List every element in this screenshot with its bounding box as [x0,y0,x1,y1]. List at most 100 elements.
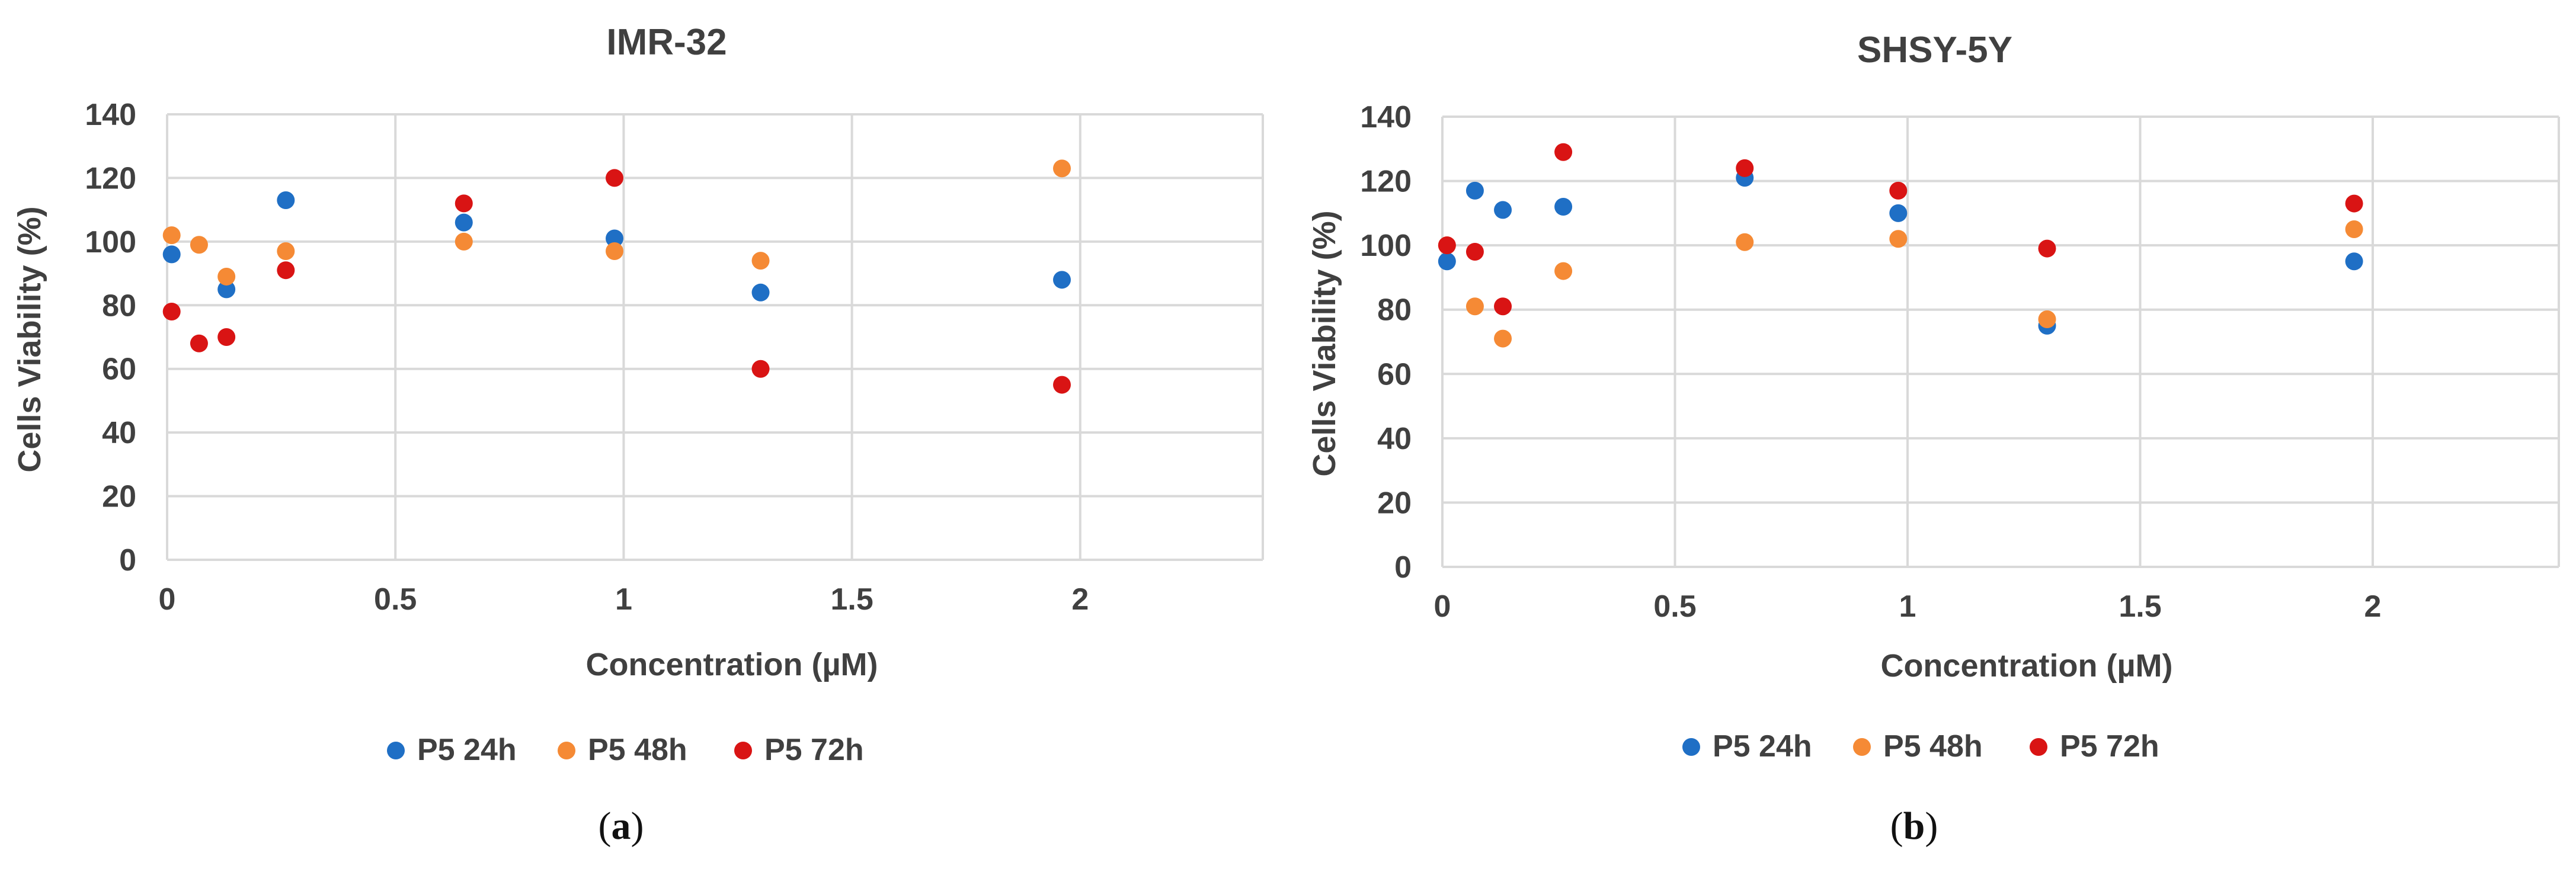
legend-label: P5 24h [1713,729,1812,764]
data-point [751,360,770,378]
data-point [1053,376,1071,394]
y-tick-label: 120 [85,161,136,195]
panel-label-open: ( [1890,804,1903,848]
x-tick-label: 1.5 [830,582,873,617]
x-axis-label: Concentration (µM) [1880,648,2172,684]
data-point [2345,252,2363,271]
chart-title: SHSY-5Y [1857,30,2012,70]
gridlines [1441,116,2560,568]
data-point [1889,230,1908,248]
legend: P5 24h P5 48h P5 72h [1682,729,2159,764]
data-point [2038,310,2056,328]
data-point [455,194,473,213]
y-tick-label: 0 [119,543,136,578]
legend-marker [558,742,575,759]
x-tick-label: 1 [1899,589,1916,624]
data-point [1494,201,1512,219]
gridlines [166,113,1264,561]
data-point [1554,198,1573,216]
legend-marker [1682,738,1700,756]
x-axis-label: Concentration (µM) [585,647,878,682]
data-point [751,283,770,302]
legend-marker [387,742,405,759]
panel-label-letter: a [612,804,631,848]
x-tick-label: 1 [615,582,632,617]
legend-marker [2030,738,2047,756]
y-tick-label: 140 [85,98,136,132]
y-tick-label: 120 [1360,165,1412,199]
data-point [1053,271,1071,289]
x-tick-label: 2 [1071,582,1089,617]
panel-label-open: ( [599,804,612,848]
data-point [217,267,236,286]
panel-label-close: ) [631,804,644,848]
data-point [2038,239,2056,258]
data-point [162,245,181,264]
data-point [190,236,208,254]
data-point [751,252,770,270]
data-point [1465,181,1484,200]
data-point [1889,204,1908,222]
y-tick-label: 40 [102,416,136,450]
y-tick-label: 0 [1394,550,1412,585]
data-point [1465,297,1484,316]
y-tick-label: 20 [102,480,136,514]
y-tick-labels: 0 20 40 60 80 100 120 140 [85,98,136,578]
panel-label: (a) [599,804,644,848]
data-point [1438,252,1456,271]
x-tick-label: 0 [159,582,176,617]
x-tick-label: 0.5 [374,582,417,617]
data-point [217,280,236,299]
data-point [2345,220,2363,238]
scatter-points [1438,143,2363,348]
y-tick-label: 80 [102,288,136,323]
y-tick-label: 80 [1377,293,1412,328]
data-point [606,242,624,260]
data-point [1465,243,1484,261]
x-tick-labels: 0 0.5 1 1.5 2 [159,582,1089,617]
data-point [277,191,295,210]
data-point [1494,297,1512,316]
data-point [606,229,624,248]
y-tick-label: 20 [1377,486,1412,520]
panel-label: (b) [1890,804,1938,848]
legend-label: P5 72h [2060,729,2159,764]
data-point [1053,159,1071,178]
y-axis-label: Cells Viability (%) [1307,210,1342,476]
data-point [1554,262,1573,280]
panel-label-close: ) [1925,804,1938,848]
data-point [1889,181,1908,200]
chart-panel-shsy5y: SHSY-5Y 0 20 40 60 80 100 120 140 0 0.5 1 1.5 2 Cel… [1307,30,2560,848]
data-point [2345,194,2363,213]
y-tick-label: 100 [1360,229,1412,263]
scatter-points [162,159,1071,394]
y-axis-label: Cells Viability (%) [12,206,47,472]
y-tick-label: 40 [1377,422,1412,456]
y-tick-label: 100 [85,225,136,259]
data-point [277,242,295,260]
chart-panel-imr32: IMR-32 0 20 40 60 80 100 120 140 0 0.5 1 1.5 2 Cell… [12,22,1264,848]
legend-label: P5 24h [417,733,517,767]
data-point [162,226,181,245]
data-point [1494,329,1512,348]
x-tick-labels: 0 0.5 1 1.5 2 [1434,589,2382,624]
legend-marker [1853,738,1871,756]
data-point [277,261,295,280]
x-tick-label: 0.5 [1653,589,1696,624]
data-point [455,232,473,251]
y-tick-label: 60 [1377,357,1412,392]
legend-label: P5 72h [764,733,864,767]
legend: P5 24h P5 48h P5 72h [387,733,864,767]
x-tick-label: 0 [1434,589,1451,624]
y-tick-label: 60 [102,352,136,387]
chart-title: IMR-32 [606,22,727,63]
x-tick-label: 2 [2364,589,2382,624]
legend-label: P5 48h [588,733,687,767]
data-point [190,334,208,352]
data-point [455,213,473,232]
data-point [1554,143,1573,161]
y-tick-label: 140 [1360,100,1412,134]
legend-marker [734,742,752,759]
data-point [606,169,624,187]
